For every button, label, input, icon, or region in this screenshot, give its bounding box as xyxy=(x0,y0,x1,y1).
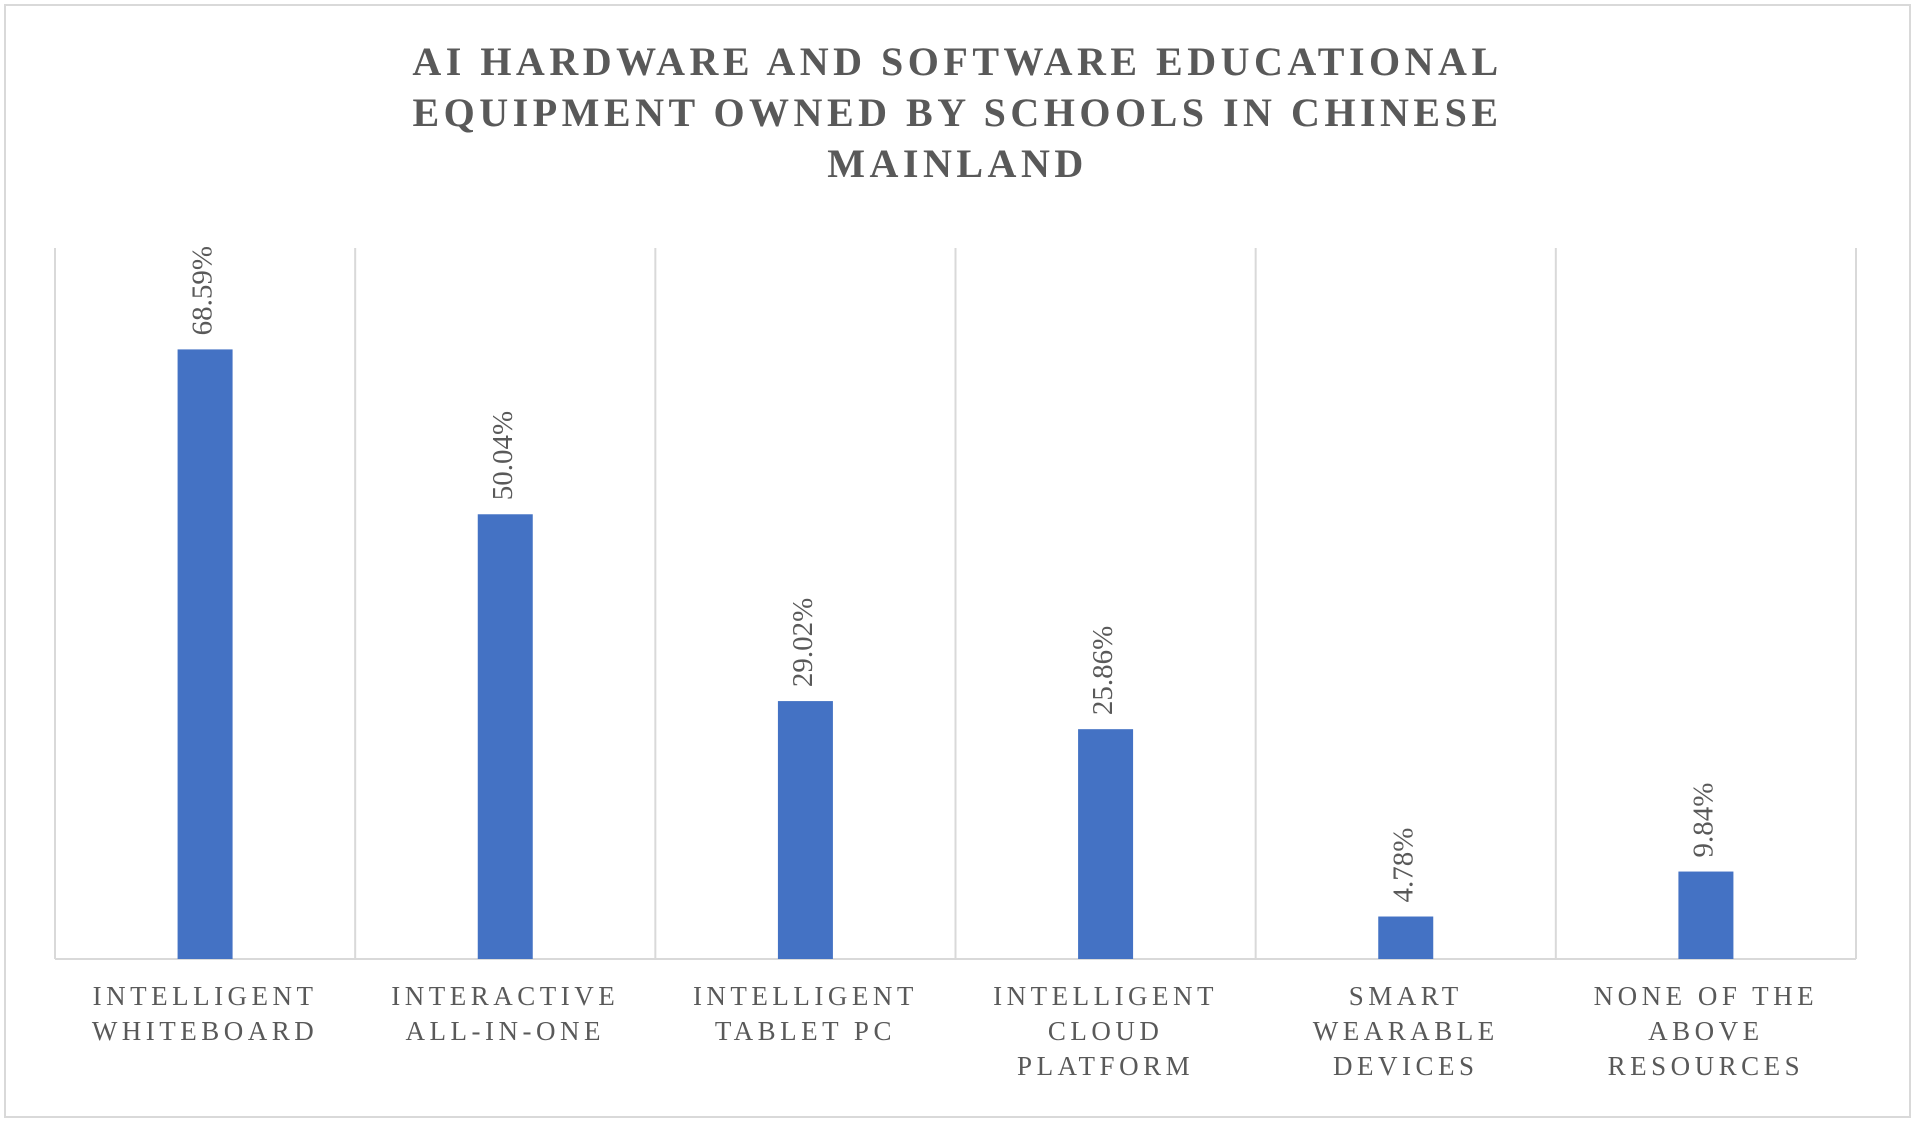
value-label: 50.04% xyxy=(487,411,519,500)
bar xyxy=(1378,916,1434,959)
bar xyxy=(1078,729,1134,959)
x-tick-label: INTELLIGENT CLOUD PLATFORM xyxy=(993,981,1219,1081)
bar xyxy=(477,514,533,959)
x-tick-label: INTERACTIVE ALL-IN-ONE xyxy=(391,981,620,1046)
x-tick-label: INTELLIGENT WHITEBOARD xyxy=(91,981,319,1046)
value-label: 9.84% xyxy=(1688,783,1720,858)
x-tick-label: NONE OF THE ABOVE RESOURCES xyxy=(1593,981,1819,1081)
bar xyxy=(777,701,833,959)
chart-title: AI HARDWARE AND SOFTWARE EDUCATIONAL EQU… xyxy=(412,39,1503,186)
value-label: 68.59% xyxy=(187,246,219,335)
value-label: 25.86% xyxy=(1087,626,1119,715)
value-label: 4.78% xyxy=(1387,828,1419,903)
chart-border xyxy=(4,4,1911,1118)
x-tick-label: SMART WEARABLE DEVICES xyxy=(1312,981,1499,1081)
bar xyxy=(177,349,233,959)
bar xyxy=(1678,871,1734,959)
value-label: 29.02% xyxy=(787,598,819,687)
x-tick-label: INTELLIGENT TABLET PC xyxy=(692,981,918,1046)
